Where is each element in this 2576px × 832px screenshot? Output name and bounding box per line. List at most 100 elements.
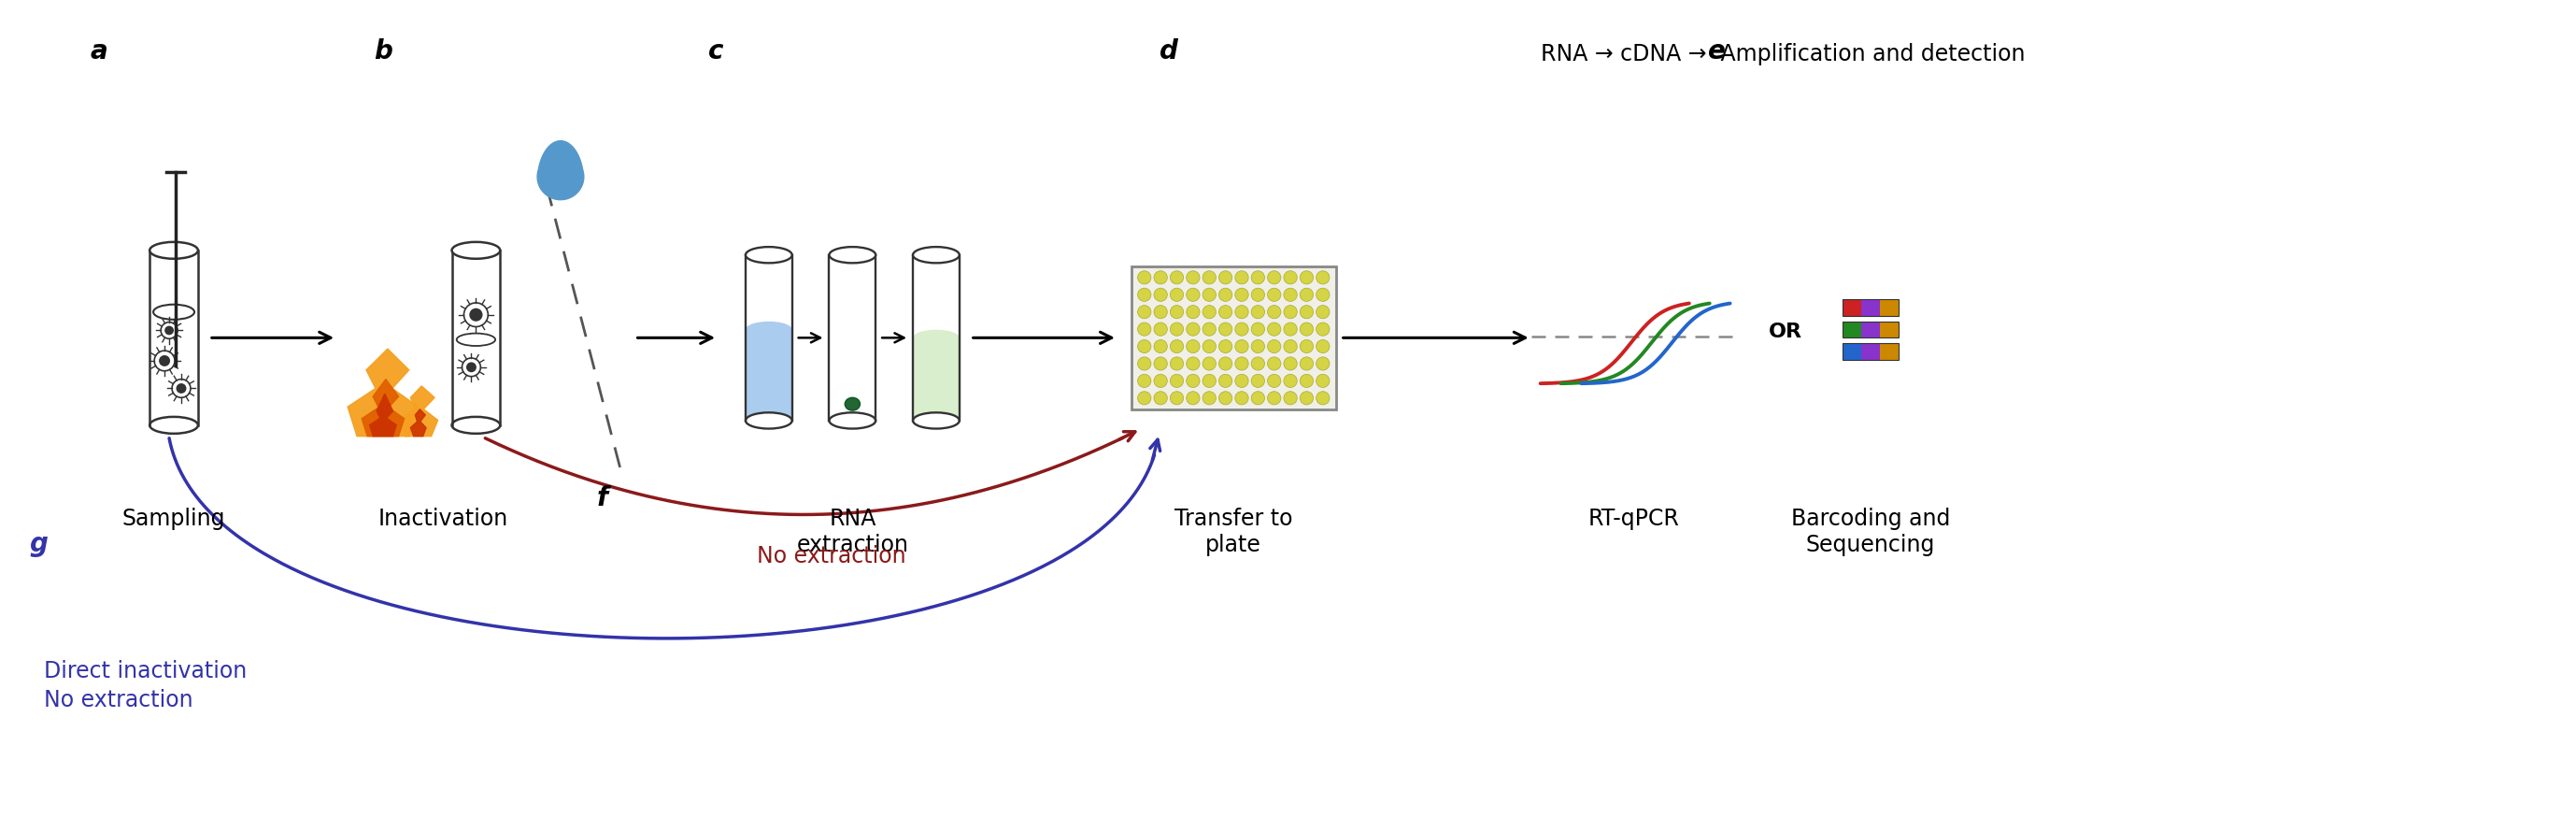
Circle shape: [1218, 339, 1231, 353]
Circle shape: [1154, 339, 1167, 353]
Circle shape: [1283, 271, 1298, 285]
Circle shape: [1316, 339, 1329, 353]
Circle shape: [1316, 271, 1329, 285]
Polygon shape: [538, 141, 585, 200]
Polygon shape: [348, 349, 417, 436]
Circle shape: [1139, 323, 1151, 336]
Circle shape: [1188, 339, 1200, 353]
Circle shape: [1267, 357, 1280, 370]
Bar: [1842, 321, 1860, 338]
Bar: [1842, 300, 1860, 315]
Circle shape: [1170, 305, 1182, 319]
Text: c: c: [708, 39, 724, 65]
Text: b: b: [374, 39, 392, 65]
Circle shape: [1252, 305, 1265, 319]
Circle shape: [1283, 288, 1298, 301]
Ellipse shape: [149, 417, 198, 433]
Circle shape: [1154, 288, 1167, 301]
Ellipse shape: [912, 329, 958, 346]
Text: d: d: [1159, 39, 1177, 65]
Circle shape: [1218, 374, 1231, 388]
Circle shape: [1234, 357, 1249, 370]
Circle shape: [1234, 374, 1249, 388]
Circle shape: [1203, 357, 1216, 370]
Circle shape: [1170, 339, 1182, 353]
Circle shape: [1301, 339, 1314, 353]
Circle shape: [165, 326, 173, 335]
Bar: [1860, 300, 1880, 315]
Bar: [149, 250, 198, 425]
Circle shape: [1154, 374, 1167, 388]
Circle shape: [1316, 323, 1329, 336]
Circle shape: [1218, 323, 1231, 336]
Circle shape: [1188, 305, 1200, 319]
Ellipse shape: [744, 247, 791, 263]
Text: g: g: [31, 531, 49, 557]
Polygon shape: [361, 379, 404, 436]
Ellipse shape: [829, 413, 876, 428]
Circle shape: [1252, 391, 1265, 404]
Text: RNA
extraction: RNA extraction: [796, 508, 909, 557]
Bar: [1842, 300, 1899, 315]
Circle shape: [1218, 357, 1231, 370]
Bar: [1842, 321, 1899, 338]
Ellipse shape: [744, 413, 791, 428]
Circle shape: [175, 384, 185, 394]
Circle shape: [464, 303, 487, 327]
Circle shape: [1316, 374, 1329, 388]
Circle shape: [1267, 271, 1280, 285]
Circle shape: [461, 358, 482, 376]
Circle shape: [1170, 391, 1182, 404]
Text: Inactivation: Inactivation: [379, 508, 507, 531]
Polygon shape: [410, 409, 425, 436]
Circle shape: [469, 308, 482, 321]
Circle shape: [1139, 391, 1151, 404]
Circle shape: [1188, 391, 1200, 404]
Circle shape: [1139, 339, 1151, 353]
Circle shape: [1234, 305, 1249, 319]
Circle shape: [1301, 374, 1314, 388]
Circle shape: [173, 379, 191, 398]
Text: RT-qPCR: RT-qPCR: [1587, 508, 1680, 531]
Text: Direct inactivation
No extraction: Direct inactivation No extraction: [44, 660, 247, 712]
Circle shape: [1203, 305, 1216, 319]
Circle shape: [1316, 288, 1329, 301]
Ellipse shape: [744, 413, 791, 428]
Circle shape: [1234, 391, 1249, 404]
Circle shape: [1283, 323, 1298, 336]
Text: e: e: [1708, 39, 1726, 65]
Bar: [1880, 300, 1899, 315]
Text: a: a: [90, 39, 108, 65]
Circle shape: [1301, 305, 1314, 319]
Circle shape: [1203, 391, 1216, 404]
Ellipse shape: [456, 334, 495, 346]
Circle shape: [1203, 374, 1216, 388]
Circle shape: [1301, 357, 1314, 370]
Circle shape: [1267, 305, 1280, 319]
Ellipse shape: [829, 247, 876, 263]
Circle shape: [1170, 288, 1182, 301]
Circle shape: [155, 350, 175, 371]
Text: No extraction: No extraction: [757, 545, 907, 567]
Circle shape: [1267, 391, 1280, 404]
Circle shape: [1154, 391, 1167, 404]
Ellipse shape: [912, 413, 958, 428]
Circle shape: [1252, 339, 1265, 353]
Polygon shape: [368, 394, 397, 436]
Circle shape: [1139, 288, 1151, 301]
Ellipse shape: [149, 242, 198, 259]
Circle shape: [1234, 339, 1249, 353]
Text: RNA → cDNA →  Amplification and detection: RNA → cDNA → Amplification and detection: [1540, 43, 2025, 66]
Ellipse shape: [451, 417, 500, 433]
Circle shape: [1252, 374, 1265, 388]
Circle shape: [1234, 288, 1249, 301]
Circle shape: [1188, 323, 1200, 336]
Circle shape: [1218, 391, 1231, 404]
Circle shape: [1267, 374, 1280, 388]
Circle shape: [1301, 391, 1314, 404]
Circle shape: [1154, 271, 1167, 285]
Circle shape: [1170, 271, 1182, 285]
Polygon shape: [399, 386, 438, 436]
Circle shape: [1188, 357, 1200, 370]
Bar: [912, 255, 958, 421]
